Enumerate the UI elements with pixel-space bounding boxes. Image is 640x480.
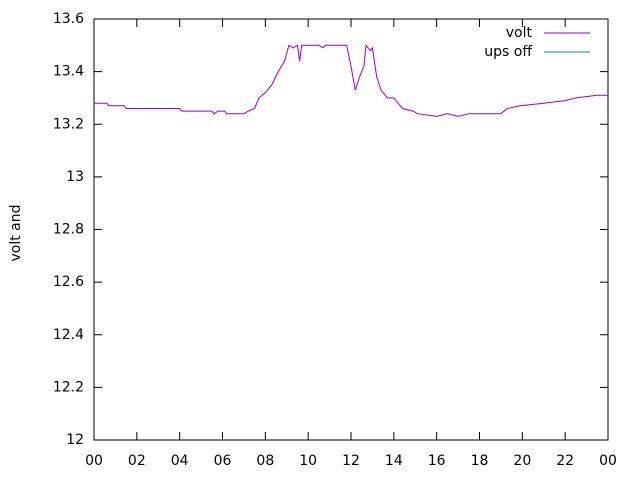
y-tick-label: 13.6: [53, 11, 84, 27]
y-tick-label: 12.6: [53, 274, 84, 290]
y-tick-label: 13: [66, 169, 84, 185]
x-tick-label: 12: [342, 453, 360, 469]
y-tick-label: 13.2: [53, 116, 84, 132]
x-tick-label: 04: [171, 453, 189, 469]
x-tick-label: 08: [256, 453, 274, 469]
x-tick-label: 16: [428, 453, 446, 469]
y-tick-label: 12.8: [53, 222, 84, 238]
y-tick-label: 12.4: [53, 327, 84, 343]
x-tick-label: 14: [385, 453, 403, 469]
x-tick-label: 22: [556, 453, 574, 469]
y-axis-label: volt and: [8, 204, 24, 261]
x-tick-label: 02: [128, 453, 146, 469]
legend-label: volt: [506, 25, 533, 41]
x-tick-label: 00: [85, 453, 103, 469]
x-tick-label: 20: [513, 453, 531, 469]
data-line: [94, 44, 608, 117]
y-tick-label: 12.2: [53, 379, 84, 395]
x-tick-label: 18: [471, 453, 489, 469]
y-tick-label: 12: [66, 432, 84, 448]
y-tick-label: 13.4: [53, 64, 84, 80]
x-tick-label: 06: [214, 453, 232, 469]
x-tick-label: 10: [299, 453, 317, 469]
legend-label: ups off: [484, 44, 532, 60]
x-tick-label: 00: [599, 453, 617, 469]
plot-frame: [93, 18, 609, 441]
